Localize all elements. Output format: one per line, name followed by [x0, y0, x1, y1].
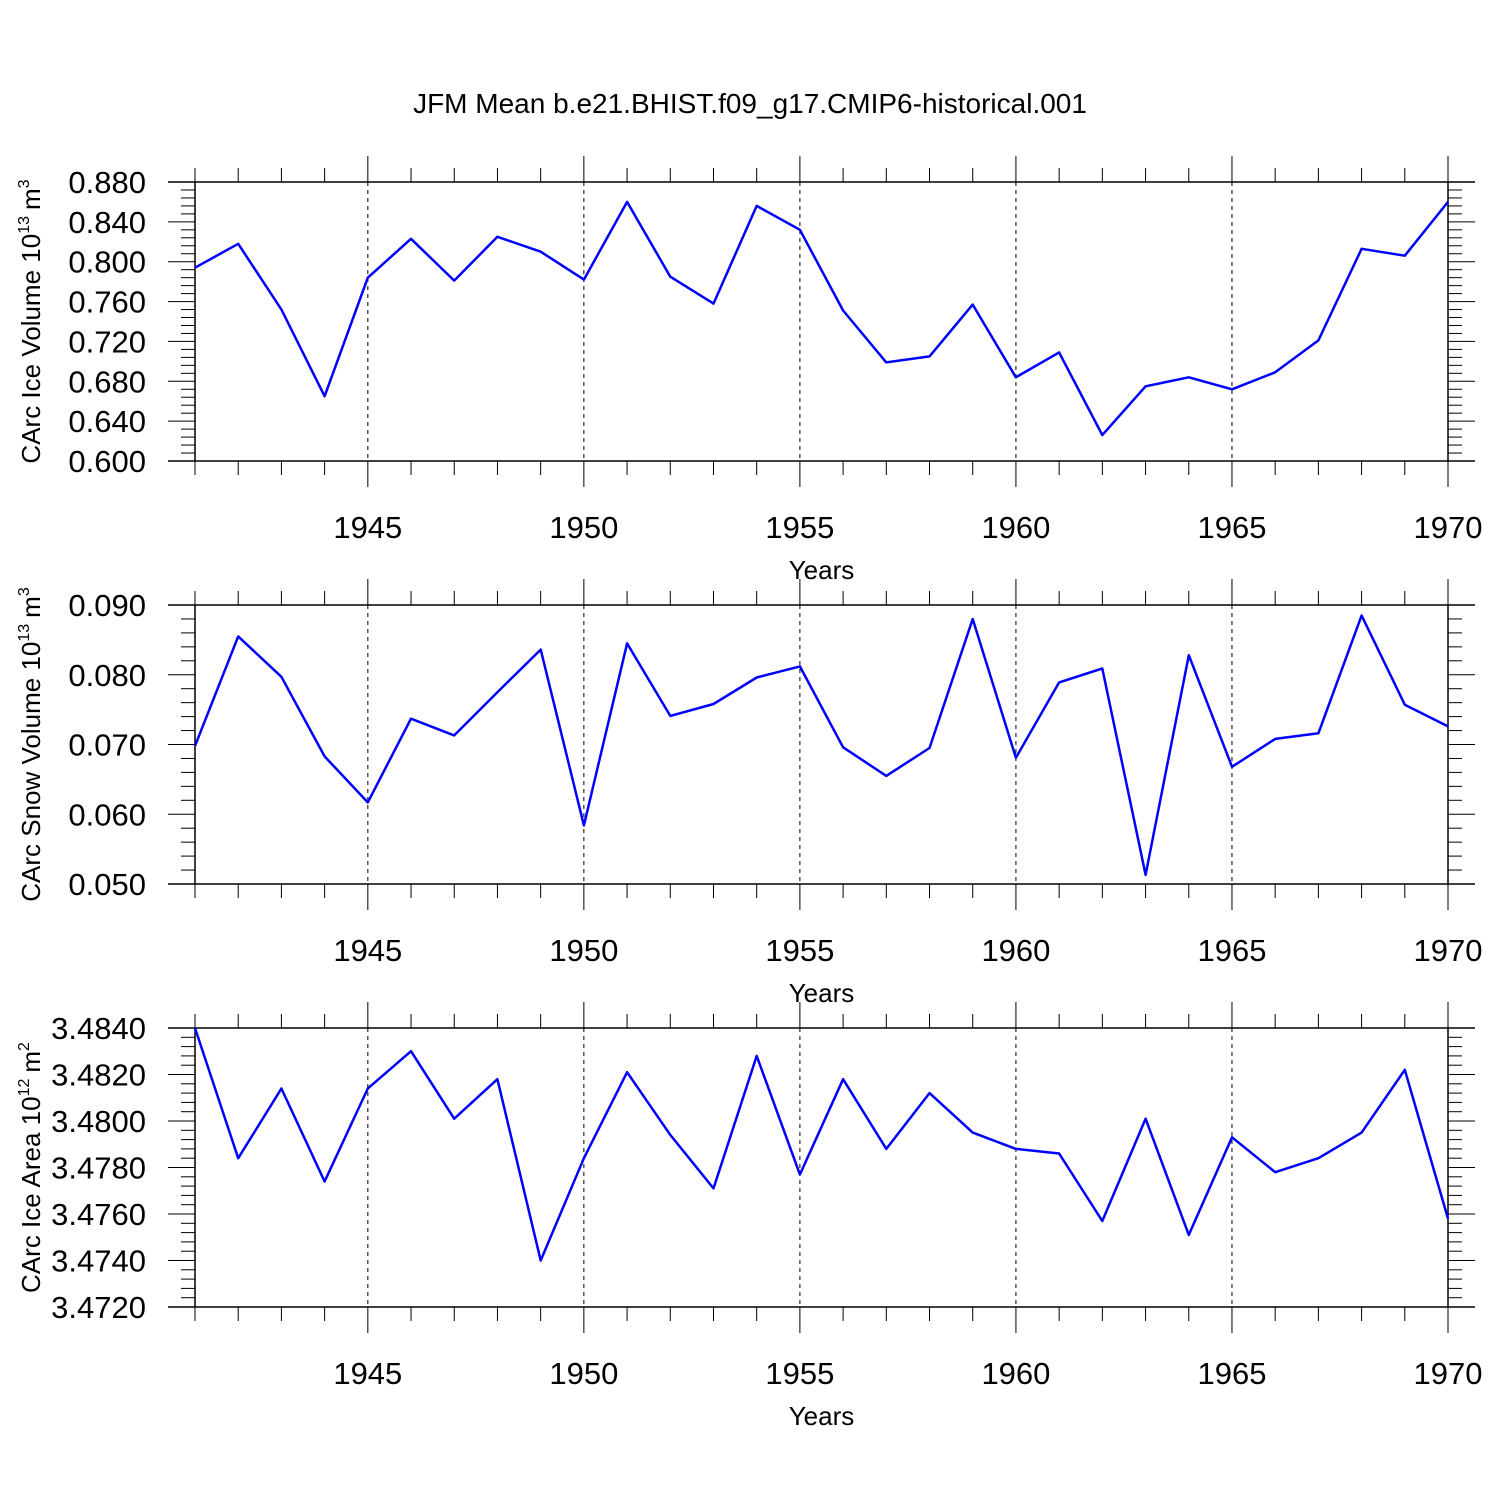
x-tick-label: 1945	[333, 1356, 402, 1391]
x-axis-label: Years	[789, 978, 855, 1008]
x-tick-label: 1960	[981, 510, 1050, 545]
y-tick-label: 0.090	[68, 588, 146, 623]
panel-2: 1945 1950 1955 1960 1965 1970 0.050 0.060 0.070 0…	[16, 579, 1482, 1008]
x-tick-label: 1965	[1197, 933, 1266, 968]
y-tick-label: 0.640	[68, 404, 146, 439]
y-axis-label: CArc Ice Area 1012 m2	[16, 1042, 46, 1293]
y-tick-label: 3.4740	[51, 1244, 146, 1279]
y-axis-label-unit-exponent: 2	[16, 1042, 33, 1051]
y-axis-label-unit: m	[16, 1051, 46, 1073]
x-axis-label: Years	[789, 1401, 855, 1431]
panel-1: 1945 1950 1955 1960 1965 1970 0.600 0.640 0.680 0…	[16, 156, 1482, 585]
series-line	[194, 200, 1449, 437]
x-tick-label: 1970	[1414, 933, 1483, 968]
x-tick-label: 1945	[333, 510, 402, 545]
y-axis-label-text: CArc Snow Volume 10	[16, 642, 46, 902]
y-tick-label: 0.720	[68, 324, 146, 359]
x-tick-label: 1970	[1414, 1356, 1483, 1391]
x-tick-label: 1945	[333, 933, 402, 968]
y-axis-label-unit: m	[16, 596, 46, 618]
x-tick-label: 1970	[1414, 510, 1483, 545]
x-tick-label: 1965	[1197, 1356, 1266, 1391]
y-axis-label-unit-exponent: 3	[16, 179, 33, 188]
y-tick-label: 0.760	[68, 285, 146, 320]
y-tick-label: 0.080	[68, 658, 146, 693]
y-tick-label: 0.680	[68, 364, 146, 399]
y-tick-label: 0.840	[68, 205, 146, 240]
y-tick-label: 0.880	[68, 165, 146, 200]
x-tick-label: 1950	[549, 1356, 618, 1391]
y-axis-label-text: CArc Ice Volume 10	[16, 234, 46, 464]
y-axis-label-exponent: 13	[16, 216, 33, 234]
y-tick-label: 3.4780	[51, 1151, 146, 1186]
y-axis-label: CArc Snow Volume 1013 m3	[16, 587, 46, 902]
y-tick-label: 0.050	[68, 867, 146, 902]
x-tick-label: 1955	[765, 510, 834, 545]
y-axis-label-text: CArc Ice Area 10	[16, 1096, 46, 1293]
y-tick-label: 0.070	[68, 728, 146, 763]
x-tick-label: 1950	[549, 510, 618, 545]
y-axis-label: CArc Ice Volume 1013 m3	[16, 179, 46, 463]
y-tick-label: 3.4820	[51, 1058, 146, 1093]
y-tick-label: 3.4800	[51, 1104, 146, 1139]
x-tick-label: 1965	[1197, 510, 1266, 545]
y-axis-label-unit: m	[16, 188, 46, 210]
x-tick-label: 1955	[765, 1356, 834, 1391]
x-tick-label: 1960	[981, 933, 1050, 968]
y-tick-label: 0.800	[68, 245, 146, 280]
y-tick-label: 0.060	[68, 797, 146, 832]
y-axis-label-exponent: 12	[16, 1079, 33, 1097]
y-axis-label-exponent: 13	[16, 624, 33, 642]
y-tick-label: 3.4840	[51, 1011, 146, 1046]
y-tick-label: 3.4720	[51, 1290, 146, 1325]
x-tick-label: 1950	[549, 933, 618, 968]
chart-title: JFM Mean b.e21.BHIST.f09_g17.CMIP6-histo…	[413, 88, 1087, 119]
panel-3: 1945 1950 1955 1960 1965 1970 3.4720 3.4740 3.47…	[16, 1002, 1482, 1431]
x-tick-label: 1955	[765, 933, 834, 968]
y-tick-label: 3.4760	[51, 1197, 146, 1232]
y-tick-label: 0.600	[68, 444, 146, 479]
y-axis-label-unit-exponent: 3	[16, 587, 33, 596]
series-line	[193, 1027, 1450, 1262]
series-line	[193, 614, 1449, 877]
x-axis-label: Years	[789, 555, 855, 585]
x-tick-label: 1960	[981, 1356, 1050, 1391]
